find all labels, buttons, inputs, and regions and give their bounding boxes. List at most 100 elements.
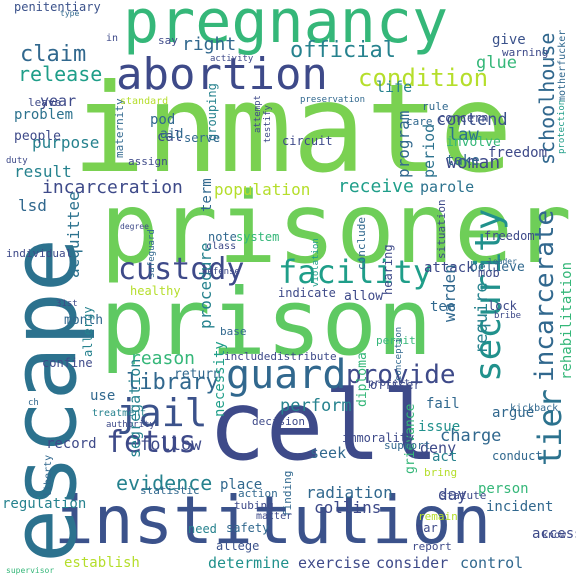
- word-prison: prison: [100, 269, 433, 376]
- word-situation: situation: [435, 199, 448, 259]
- word-includedistribute: includedistribute: [224, 350, 337, 363]
- word-conception: conception: [394, 326, 404, 381]
- word-return: return: [174, 367, 221, 382]
- word-leader: leader: [488, 257, 517, 266]
- word-type: type: [60, 9, 80, 18]
- word-condition: condition: [358, 64, 489, 92]
- word-protection: protection: [557, 99, 567, 154]
- word-safeguard: safeguard: [147, 229, 157, 278]
- word-incarcerate: incarcerate: [530, 209, 560, 382]
- word-woman: woman: [446, 152, 501, 173]
- word-use: use: [90, 388, 116, 404]
- word-bring: bring: [424, 466, 458, 479]
- word-motherfucker: motherfucker: [557, 29, 568, 102]
- word-receive: receive: [338, 176, 414, 197]
- word-collins: collins: [314, 498, 382, 517]
- word-problem: problem: [14, 107, 74, 123]
- word-provide: provide: [346, 360, 456, 390]
- word-bribe: bribe: [494, 311, 522, 321]
- word-radiation: radiation: [306, 483, 393, 502]
- word-tee: tee: [430, 299, 456, 315]
- word-result: result: [14, 162, 72, 181]
- word-fail: fail: [426, 396, 460, 412]
- word-say: say: [158, 34, 178, 47]
- word-degree: degree: [120, 222, 149, 231]
- word-confine: confine: [42, 356, 93, 370]
- word-attack: attack: [424, 260, 475, 276]
- word-evidence: evidence: [116, 471, 213, 495]
- word-right: right: [182, 34, 237, 55]
- word-issue: issue: [418, 419, 461, 435]
- word-statute: statute: [440, 489, 487, 502]
- word-give: give: [492, 32, 526, 48]
- word-access: access: [532, 526, 576, 542]
- word-report: report: [412, 540, 452, 553]
- word-prisoner: prisoner: [100, 172, 573, 286]
- word-duty: duty: [6, 156, 28, 166]
- word-ch: ch: [28, 398, 39, 408]
- word-individual: individual: [6, 247, 73, 260]
- word-day: day: [438, 485, 467, 504]
- word-exercise: exercise: [298, 554, 371, 572]
- word-library: library: [126, 370, 219, 395]
- word-abortion: abortion: [116, 49, 328, 100]
- word-preservation: preservation: [300, 95, 366, 105]
- word-activity: activity: [210, 54, 254, 64]
- word-remain: remain: [418, 510, 458, 523]
- word-in: in: [106, 33, 119, 44]
- word-guard: guard: [226, 352, 347, 398]
- word-authority: authority: [106, 420, 155, 430]
- word-claim: claim: [20, 42, 87, 67]
- word-defense: defense: [202, 267, 240, 277]
- word-maternity: maternity: [113, 98, 126, 158]
- word-permit: permit: [376, 334, 416, 347]
- word-fetus: fetus: [106, 425, 197, 460]
- word-leave: leave: [28, 96, 62, 109]
- word-rule: rule: [422, 100, 449, 113]
- word-lock: lock: [488, 299, 517, 313]
- word-safety: safety: [226, 521, 270, 535]
- word-life: life: [376, 78, 413, 96]
- word-involve: involve: [446, 135, 501, 150]
- word-period: period: [420, 123, 438, 178]
- word-liberty: liberty: [43, 454, 54, 497]
- word-officer: officer: [370, 378, 421, 392]
- word-law: law: [448, 125, 479, 145]
- word-facility: facility: [278, 253, 433, 291]
- word-support: support: [384, 439, 431, 452]
- word-lsd: lsd: [18, 196, 47, 215]
- word-immorality: immorality: [342, 431, 415, 445]
- word-matter: matter: [256, 511, 293, 522]
- word-population: population: [214, 180, 311, 199]
- word-care: care: [406, 115, 433, 128]
- word-pod: pod: [150, 112, 176, 128]
- word-establish: establish: [64, 555, 140, 571]
- word-record: record: [46, 436, 97, 452]
- word-assign: assign: [128, 155, 168, 168]
- word-deny: deny: [420, 439, 457, 457]
- word-standard: standard: [120, 96, 169, 107]
- word-warning: warning: [502, 46, 549, 59]
- word-attempt: attempt: [253, 95, 263, 133]
- word-rehabilitation: rehabilitation: [559, 261, 575, 380]
- word-procedure: procedure: [196, 242, 215, 329]
- word-allege: allege: [216, 539, 260, 553]
- word-healthy: healthy: [130, 284, 181, 298]
- word-determine: determine: [208, 554, 290, 572]
- word-kickback: kickback: [510, 403, 559, 414]
- word-testify: testify: [263, 105, 273, 143]
- word-purpose: purpose: [32, 133, 100, 152]
- word-term: term: [199, 178, 215, 212]
- word-statistic: statistic: [140, 484, 200, 497]
- word-glue: glue: [476, 53, 517, 73]
- word-person: person: [478, 481, 529, 497]
- word-reason: reason: [130, 348, 196, 369]
- word-concern: concern: [438, 111, 489, 125]
- word-cal: cal: [157, 129, 183, 145]
- word-escape: escape: [0, 237, 97, 563]
- word-official: official: [290, 38, 396, 63]
- word-cell: cell: [208, 370, 440, 482]
- word-people: people: [14, 129, 61, 144]
- word-jail: jail: [116, 391, 208, 435]
